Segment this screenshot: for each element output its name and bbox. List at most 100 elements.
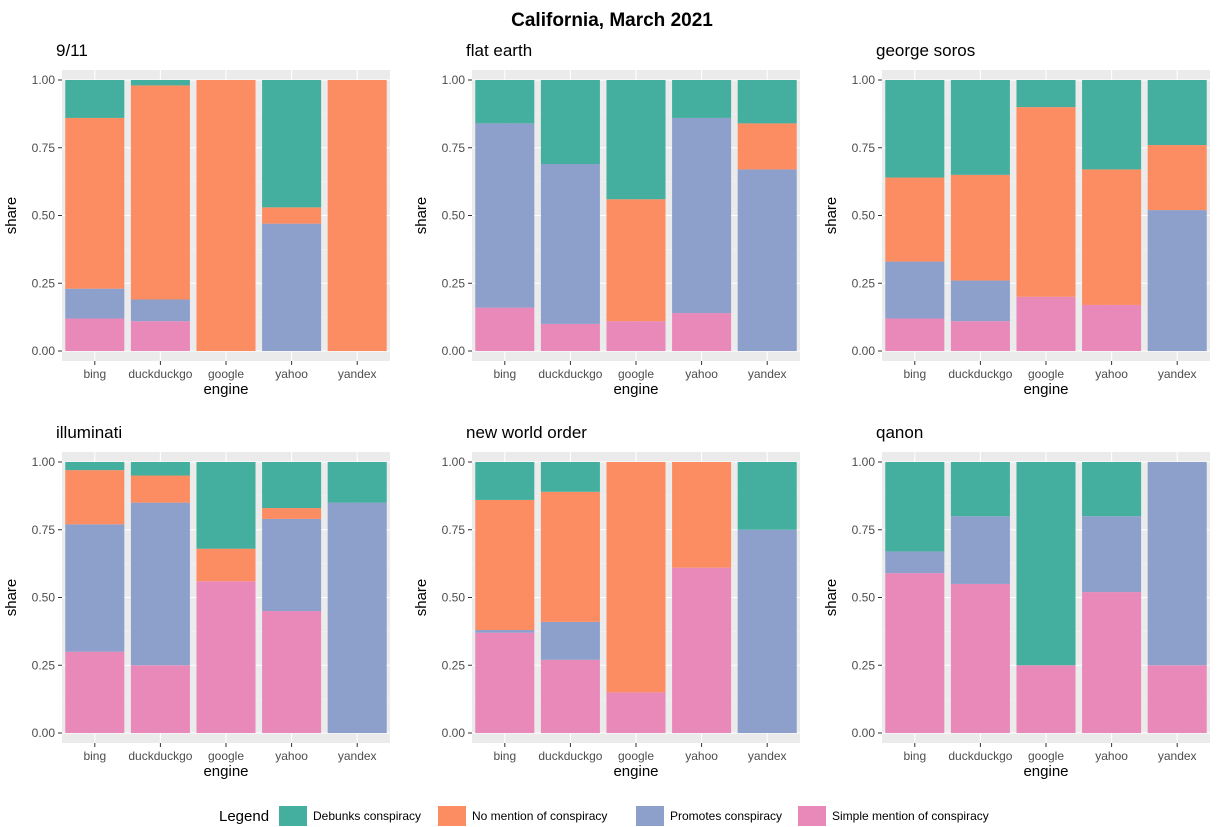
bar-segment-google-debunks-conspiracy	[606, 80, 666, 200]
y-tick-label: 0.00	[852, 726, 876, 740]
bar-segment-yahoo-promotes-conspiracy	[262, 518, 322, 612]
x-tick-label: duckduckgo	[538, 749, 602, 763]
panel-title: 9/11	[56, 41, 88, 60]
y-tick-label: 0.25	[852, 658, 876, 672]
x-axis-label: engine	[203, 763, 248, 780]
bar-segment-yahoo-simple-mention-of-conspiracy	[262, 611, 322, 733]
bar-segment-yandex-debunks-conspiracy	[737, 80, 797, 124]
x-axis-label: engine	[1023, 763, 1068, 780]
x-tick-label: yahoo	[1095, 749, 1128, 763]
bar-segment-duckduckgo-debunks-conspiracy	[950, 80, 1010, 175]
bar-segment-duckduckgo-promotes-conspiracy	[540, 164, 600, 324]
x-tick-label: duckduckgo	[538, 367, 602, 381]
panels: 9/11 0.00 0.25 0.50 0.75 1.00 bing duckduckgo go…	[3, 41, 1210, 780]
bar-segment-bing-simple-mention-of-conspiracy	[65, 651, 125, 733]
bar-segment-duckduckgo-promotes-conspiracy	[540, 621, 600, 660]
panel-title: qanon	[876, 423, 923, 442]
y-tick-label: 1.00	[32, 455, 56, 469]
bar-segment-yahoo-promotes-conspiracy	[1082, 516, 1142, 593]
bar-segment-bing-simple-mention-of-conspiracy	[475, 307, 535, 351]
y-axis-label: share	[823, 579, 840, 617]
y-axis-label: share	[3, 579, 20, 617]
bar-segment-google-debunks-conspiracy	[1016, 462, 1076, 666]
y-tick-label: 1.00	[442, 455, 466, 469]
panel-title: george soros	[876, 41, 975, 60]
bar-segment-yandex-debunks-conspiracy	[1147, 80, 1207, 146]
y-tick-label: 0.00	[852, 344, 876, 358]
x-tick-label: bing	[903, 367, 926, 381]
y-tick-label: 0.50	[442, 209, 466, 223]
chart-title: California, March 2021	[511, 10, 713, 31]
bar-segment-yandex-promotes-conspiracy	[1147, 462, 1207, 666]
bar-segment-yandex-promotes-conspiracy	[327, 502, 387, 733]
bar-segment-yandex-no-mention-of-conspiracy	[1147, 145, 1207, 211]
bar-segment-yandex-debunks-conspiracy	[737, 462, 797, 530]
y-tick-label: 0.50	[442, 591, 466, 605]
bar-segment-google-no-mention-of-conspiracy	[606, 462, 666, 693]
bar-segment-bing-promotes-conspiracy	[65, 524, 125, 652]
bar-segment-bing-no-mention-of-conspiracy	[65, 470, 125, 525]
y-tick-label: 0.00	[442, 726, 466, 740]
x-tick-label: yandex	[338, 749, 377, 763]
bar-segment-duckduckgo-promotes-conspiracy	[950, 516, 1010, 584]
x-tick-label: bing	[83, 749, 106, 763]
bar-segment-bing-no-mention-of-conspiracy	[475, 499, 535, 631]
y-tick-label: 1.00	[852, 73, 876, 87]
bar-segment-bing-no-mention-of-conspiracy	[65, 117, 125, 289]
bar-segment-yahoo-simple-mention-of-conspiracy	[1082, 592, 1142, 733]
bar-segment-duckduckgo-no-mention-of-conspiracy	[130, 85, 190, 300]
bar-segment-google-simple-mention-of-conspiracy	[1016, 665, 1076, 733]
bar-segment-google-simple-mention-of-conspiracy	[606, 321, 666, 351]
bar-segment-bing-debunks-conspiracy	[65, 80, 125, 118]
legend-key-no-mention-of-conspiracy	[438, 806, 466, 826]
bar-segment-duckduckgo-no-mention-of-conspiracy	[950, 174, 1010, 281]
y-axis-label: share	[413, 197, 430, 235]
y-tick-label: 0.25	[32, 658, 56, 672]
bar-segment-bing-debunks-conspiracy	[475, 80, 535, 124]
bar-segment-duckduckgo-debunks-conspiracy	[540, 462, 600, 492]
legend-label: Simple mention of conspiracy	[832, 809, 989, 823]
x-axis-label: engine	[613, 381, 658, 398]
y-tick-label: 0.25	[442, 276, 466, 290]
x-tick-label: yandex	[338, 367, 377, 381]
panel-title: new world order	[466, 423, 587, 442]
bar-segment-google-debunks-conspiracy	[1016, 80, 1076, 108]
bar-segment-duckduckgo-no-mention-of-conspiracy	[130, 475, 190, 503]
bar-segment-bing-debunks-conspiracy	[885, 80, 945, 178]
x-tick-label: google	[618, 749, 654, 763]
bar-segment-yandex-debunks-conspiracy	[327, 462, 387, 503]
x-tick-label: yahoo	[685, 367, 718, 381]
bar-segment-bing-simple-mention-of-conspiracy	[885, 573, 945, 733]
bar-segment-yandex-simple-mention-of-conspiracy	[1147, 665, 1207, 733]
bar-segment-bing-promotes-conspiracy	[475, 123, 535, 308]
bar-segment-duckduckgo-promotes-conspiracy	[950, 280, 1010, 322]
bar-segment-bing-promotes-conspiracy	[885, 261, 945, 319]
panel-flat-earth: flat earth 0.00 0.25 0.50 0.75 1.00 bing duckdu…	[413, 41, 800, 398]
y-tick-label: 0.25	[32, 276, 56, 290]
x-axis-label: engine	[613, 763, 658, 780]
legend-label: No mention of conspiracy	[472, 809, 607, 823]
x-tick-label: duckduckgo	[948, 749, 1012, 763]
bar-segment-yahoo-promotes-conspiracy	[672, 117, 732, 314]
legend-label: Debunks conspiracy	[313, 809, 421, 823]
bar-segment-bing-simple-mention-of-conspiracy	[475, 632, 535, 733]
y-tick-label: 0.50	[32, 209, 56, 223]
panel-illuminati: illuminati 0.00 0.25 0.50 0.75 1.00 bing duckdu…	[3, 423, 390, 780]
bar-segment-google-no-mention-of-conspiracy	[196, 80, 256, 351]
legend-key-simple-mention-of-conspiracy	[798, 806, 826, 826]
y-tick-label: 0.75	[442, 523, 466, 537]
y-tick-label: 0.25	[852, 276, 876, 290]
x-tick-label: yandex	[748, 367, 787, 381]
legend-key-debunks-conspiracy	[279, 806, 307, 826]
bar-segment-duckduckgo-simple-mention-of-conspiracy	[540, 659, 600, 733]
bar-segment-yahoo-simple-mention-of-conspiracy	[672, 313, 732, 351]
bar-segment-google-no-mention-of-conspiracy	[1016, 107, 1076, 297]
x-tick-label: google	[208, 749, 244, 763]
y-tick-label: 1.00	[32, 73, 56, 87]
bar-segment-bing-debunks-conspiracy	[65, 462, 125, 471]
x-tick-label: yahoo	[275, 367, 308, 381]
legend-label: Promotes conspiracy	[670, 809, 782, 823]
bar-segment-yahoo-debunks-conspiracy	[1082, 462, 1142, 517]
bar-segment-duckduckgo-no-mention-of-conspiracy	[540, 491, 600, 622]
